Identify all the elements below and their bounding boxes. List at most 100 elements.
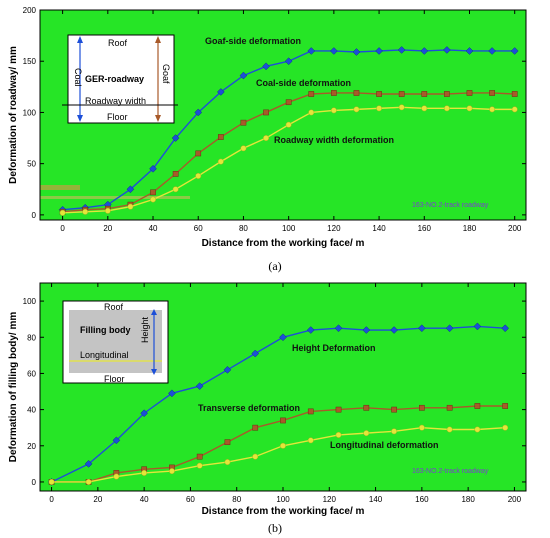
panel-a-series-0-point — [307, 47, 316, 55]
panel-a-series-2-point — [353, 106, 360, 113]
panel-a-artifact — [40, 196, 190, 199]
panel-b-series-0-point — [251, 349, 260, 358]
panel-b-series-1-point — [280, 417, 286, 424]
panel-a-x-tick-label: 200 — [508, 224, 522, 233]
panel-b-series-2-point — [280, 442, 286, 449]
panel-a-ylabel: Deformation of roadway/ mm — [8, 46, 19, 184]
panel-a-series-0-point — [352, 48, 361, 56]
series-label-coal: Coal-side deformation — [256, 78, 351, 88]
panel-b-x-tick-label: 160 — [415, 495, 429, 504]
panel-a-x-tick-label: 160 — [418, 224, 432, 233]
panel-a-series-2-point — [195, 173, 202, 179]
panel-a-series-2-point — [59, 209, 66, 216]
inset-a-roof: Roof — [108, 38, 128, 48]
panel-a-x-tick-label: 40 — [149, 224, 158, 233]
panel-b-series-0-point — [390, 326, 398, 334]
panel-b-series-2-point — [48, 479, 55, 485]
panel-b-series-0-point — [112, 436, 121, 445]
panel-b-y-tick-label: 0 — [32, 478, 37, 487]
series-label-height: Height Deformation — [292, 343, 376, 353]
panel-b-series-2-point — [502, 424, 509, 431]
inset-b-longitudinal: Longitudinal — [80, 350, 129, 360]
panel-b-x-tick-label: 40 — [140, 495, 149, 504]
panel-a-series-0-point — [126, 185, 135, 194]
panel-b-series-2-point — [391, 428, 398, 435]
panel-b-x-tick-label: 20 — [93, 495, 102, 504]
inset-ger-roadway: Roof GER-roadway Roadway width Floor Coa… — [62, 34, 178, 124]
panel-a-series-2-point — [421, 105, 428, 112]
panel-a-series-0-point — [216, 88, 225, 96]
panel-a-series-0-point — [239, 71, 248, 80]
panel-a-x-tick-label: 20 — [103, 224, 112, 233]
panel-a-series-2-point — [127, 203, 134, 210]
panel-a-x-tick-label: 0 — [60, 224, 65, 233]
roadway-tag: 163-NO.2-track roadway — [412, 202, 489, 209]
panel-b-series-2-point — [85, 479, 92, 485]
panel-a-x-tick-label: 120 — [327, 224, 341, 233]
panel-b-series-1-point — [419, 404, 425, 411]
panel-a-y-tick-label: 0 — [32, 211, 37, 220]
panel-a-series-1-point — [489, 90, 495, 96]
panel-b-series-2-point — [335, 431, 342, 438]
panel-b-series-0-point — [501, 324, 510, 333]
panel-a-series-2-point — [330, 107, 337, 114]
panel-a-series-1-point — [217, 134, 224, 140]
inset-b-height: Height — [140, 316, 150, 343]
panel-a-series-1-point — [353, 90, 360, 96]
inset-a-goaf: Goaf — [161, 64, 171, 84]
inset-a-floor: Floor — [107, 112, 128, 122]
panel-a-series-1-point — [376, 91, 382, 97]
panel-b-xlabel: Distance from the working face/ m — [202, 506, 365, 517]
panel-a-x-tick-label: 140 — [372, 224, 386, 233]
panel-b-y-tick-label: 100 — [23, 297, 37, 306]
panel-b-x-tick-label: 100 — [276, 495, 290, 504]
panel-a-xlabel: Distance from the working face/ m — [202, 238, 365, 249]
panel-a-series-2-point — [217, 158, 224, 165]
panel-a-series-2-point — [172, 186, 179, 193]
panel-a-series-2-point — [376, 105, 383, 112]
panel-b-series-2-point — [474, 426, 481, 433]
series-label-longitudinal: Longitudinal deformation — [330, 440, 439, 450]
panel-b-series-1-point — [307, 408, 314, 415]
panel-b-series-0-point — [84, 460, 93, 468]
inset-b-floor: Floor — [104, 374, 125, 384]
panel-b-y-tick-label: 80 — [27, 333, 36, 342]
panel-b-series-2-point — [168, 468, 175, 475]
panel-b-series-1-point — [363, 404, 370, 411]
panel-a-series-0-point — [420, 47, 429, 55]
inset-a-coal: Coal — [73, 68, 83, 87]
panel-b: 0 20 40 60 80 100 120 140 160 180 200020406080100 … — [8, 282, 527, 535]
panel-a-x-tick-label: 180 — [463, 224, 477, 233]
panel-a-bottom-margin — [40, 220, 526, 228]
panel-b-series-1-point — [446, 404, 453, 411]
panel-a-series-0-point — [171, 134, 180, 142]
panel-b-series-1-point — [335, 406, 342, 413]
panel-a-series-2-point — [82, 208, 89, 215]
panel-b-series-0-point — [334, 324, 343, 333]
panel-b-series-2-point — [224, 459, 231, 466]
panel-a-series-0-point — [262, 62, 270, 71]
panel-a-series-2-point — [489, 106, 496, 113]
panel-a-series-0-point — [397, 46, 406, 54]
panel-a-y-tick-label: 50 — [27, 160, 36, 169]
panel-b-series-1-point — [196, 453, 203, 460]
panel-a-y-tick-label: 150 — [23, 57, 37, 66]
panel-b-series-2-point — [252, 453, 259, 460]
panel-a-series-1-point — [263, 109, 269, 116]
panel-a-series-2-point — [285, 121, 292, 128]
panel-a-series-0-point — [465, 47, 474, 55]
panel-b-x-tick-label: 140 — [369, 495, 383, 504]
panel-a-series-1-point — [398, 91, 405, 97]
panel-a-series-2-point — [104, 207, 111, 214]
panel-a-series-1-point — [331, 90, 337, 96]
panel-a-series-1-point — [466, 90, 473, 96]
panel-a-series-2-point — [443, 105, 450, 112]
panel-b-caption: (b) — [268, 521, 282, 535]
inset-b-title: Filling body — [80, 325, 131, 335]
panel-a-series-0-point — [284, 57, 293, 66]
panel-b-series-0-point — [306, 326, 315, 334]
series-label-width: Roadway width deformation — [274, 135, 394, 145]
panel-a-series-0-point — [443, 46, 451, 54]
panel-a-series-2-point — [308, 109, 315, 116]
